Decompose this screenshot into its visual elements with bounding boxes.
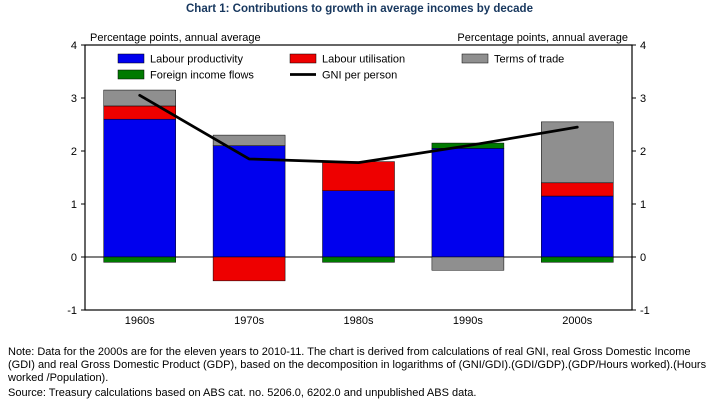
bar-labour-productivity-1980s [322,190,395,258]
legend-label-labour-productivity: Labour productivity [150,54,243,66]
y-tick-label-left: 3 [71,93,77,105]
y-tick-label-right: 4 [640,40,646,52]
bar-terms-of-trade-1990s [431,256,505,271]
left-axis-caption: Percentage points, annual average [90,32,261,44]
x-tick-label-1980s: 1980s [344,315,374,327]
bar-labour-productivity-1990s [431,148,505,258]
bar-labour-productivity-1970s [212,145,286,258]
y-tick-label-right: 2 [640,146,646,158]
y-tick-label-right: 0 [640,252,646,264]
y-tick-label-left: -1 [67,305,77,317]
legend-swatch-terms-of-trade [461,53,489,64]
legend-label-labour-utilisation: Labour utilisation [322,54,405,66]
legend-swatch-labour-utilisation [289,53,317,64]
y-tick-label-left: 4 [71,40,77,52]
x-tick-label-1960s: 1960s [125,315,155,327]
chart-canvas: Percentage points, annual average Percent… [67,32,650,327]
gni-per-person-line [138,93,579,165]
x-tick-label-1990s: 1990s [453,315,483,327]
y-tick-label-right: 1 [640,199,646,211]
bar-labour-utilisation-1980s [322,161,395,192]
y-tick-label-right: 3 [640,93,646,105]
source-text: Source: Treasury calculations based on A… [8,387,477,399]
bar-labour-utilisation-1970s [212,256,286,282]
legend-swatch-labour-productivity [117,53,145,64]
plot-border [84,44,633,311]
bar-labour-utilisation-1960s [103,105,176,120]
legend-label-terms-of-trade: Terms of trade [494,54,564,66]
bar-terms-of-trade-1960s [103,89,176,107]
y-tick-label-left: 1 [71,199,77,211]
bar-foreign-income-flows-2000s [541,256,614,263]
legend-swatch-foreign-income-flows [117,69,145,80]
note-text: Note: Data for the 2000s are for the ele… [8,346,707,384]
y-tick-label-left: 2 [71,146,77,158]
legend-label-foreign-income-flows: Foreign income flows [150,70,254,82]
right-axis-caption: Percentage points, annual average [457,32,628,44]
bar-foreign-income-flows-1960s [103,256,176,263]
legend-label-gni-per-person: GNI per person [322,70,397,82]
x-tick-label-2000s: 2000s [562,315,592,327]
x-tick-label-1970s: 1970s [234,315,264,327]
bar-labour-utilisation-2000s [541,182,614,197]
bar-labour-productivity-1960s [103,118,176,258]
bar-foreign-income-flows-1980s [322,256,395,263]
chart-footer: Note: Data for the 2000s are for the ele… [8,346,713,400]
y-tick-label-left: 0 [71,252,77,264]
y-tick-label-right: -1 [640,305,650,317]
chart-title: Chart 1: Contributions to growth in aver… [186,3,533,15]
bar-terms-of-trade-1970s [212,134,286,146]
bar-labour-productivity-2000s [541,195,614,258]
